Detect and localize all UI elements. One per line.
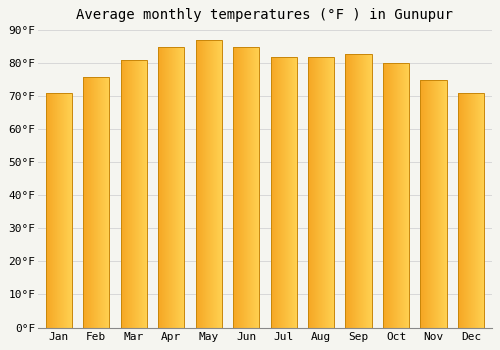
Bar xyxy=(196,40,222,328)
Bar xyxy=(420,80,446,328)
Bar xyxy=(346,54,372,328)
Title: Average monthly temperatures (°F ) in Gunupur: Average monthly temperatures (°F ) in Gu… xyxy=(76,8,454,22)
Bar xyxy=(120,60,147,328)
Bar xyxy=(83,77,110,328)
Bar xyxy=(383,63,409,328)
Bar xyxy=(458,93,484,328)
Bar xyxy=(233,47,260,328)
Bar xyxy=(158,47,184,328)
Bar xyxy=(46,93,72,328)
Bar xyxy=(308,57,334,328)
Bar xyxy=(270,57,297,328)
